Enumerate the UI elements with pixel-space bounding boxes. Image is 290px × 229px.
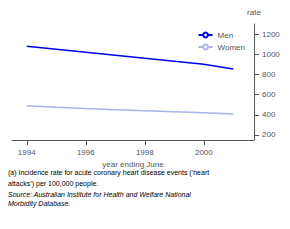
svg-text:200: 200 <box>262 130 276 139</box>
svg-text:1994: 1994 <box>18 148 36 157</box>
svg-text:(a) Incidence rate for acute c: (a) Incidence rate for acute coronary he… <box>8 169 209 177</box>
svg-text:1998: 1998 <box>136 148 154 157</box>
svg-text:Men: Men <box>218 31 234 40</box>
svg-text:Morbidity Database.: Morbidity Database. <box>8 200 70 208</box>
svg-text:Source: Australian Institute f: Source: Australian Institute for Health … <box>8 191 191 198</box>
svg-text:2000: 2000 <box>195 148 213 157</box>
svg-text:1200: 1200 <box>262 30 280 39</box>
svg-text:rate: rate <box>247 8 261 17</box>
svg-text:800: 800 <box>262 70 276 79</box>
svg-text:1000: 1000 <box>262 50 280 59</box>
svg-text:year ending June: year ending June <box>102 160 164 169</box>
svg-text:400: 400 <box>262 110 276 119</box>
svg-text:attacks’) per 100,000 people.: attacks’) per 100,000 people. <box>8 180 98 188</box>
svg-text:Women: Women <box>218 43 245 52</box>
svg-text:1996: 1996 <box>77 148 95 157</box>
svg-text:600: 600 <box>262 90 276 99</box>
